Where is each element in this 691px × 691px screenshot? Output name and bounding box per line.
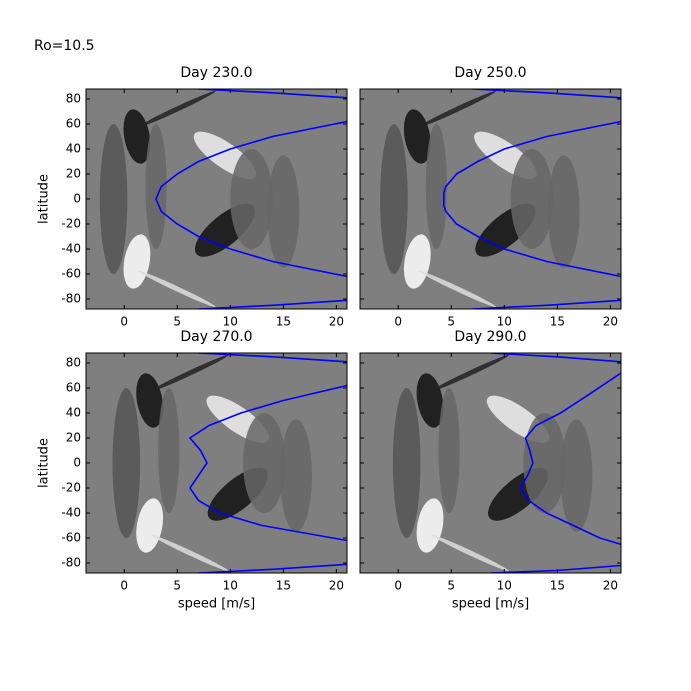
contour-blob: [99, 124, 128, 274]
x-axis-label: speed [m/s]: [452, 597, 529, 612]
contour-blob: [112, 388, 141, 538]
x-axis-label: speed [m/s]: [178, 597, 255, 612]
plot-area: [360, 353, 621, 573]
plot-area: [86, 353, 347, 573]
x-tick-label: 20: [329, 579, 344, 593]
contour-blob: [123, 234, 151, 289]
x-tick-label: 15: [550, 579, 565, 593]
x-tick-label: 15: [550, 315, 565, 329]
contour-blob: [438, 388, 460, 513]
x-tick-label: 0: [394, 579, 402, 593]
contour-blob: [547, 155, 580, 268]
x-tick-label: 5: [447, 579, 455, 593]
contour-blob: [151, 354, 229, 392]
y-tick-label: -60: [61, 267, 81, 281]
y-tick-label: 80: [66, 356, 81, 370]
contour-blob: [230, 149, 273, 249]
y-tick-label: 40: [66, 142, 81, 156]
contour-blob: [145, 124, 167, 249]
y-tick-label: -20: [61, 217, 81, 231]
contour-blob: [560, 419, 593, 532]
contour-blob: [425, 124, 448, 249]
y-tick-label: 40: [66, 406, 81, 420]
contour-blob: [419, 270, 497, 308]
x-tick-label: 5: [173, 579, 181, 593]
figure-title: Ro=10.5: [34, 38, 95, 54]
profile-line: [155, 89, 347, 309]
y-tick-label: -40: [61, 506, 81, 520]
contour-blob: [138, 270, 216, 308]
x-tick-label: 10: [223, 579, 238, 593]
x-tick-label: 15: [276, 579, 291, 593]
contour-blob: [419, 90, 497, 128]
x-tick-label: 0: [394, 315, 402, 329]
y-tick-label: 20: [66, 167, 81, 181]
x-tick-label: 5: [173, 315, 181, 329]
profile-line: [188, 353, 347, 573]
contour-blob: [523, 413, 566, 513]
contour-blob: [431, 354, 509, 392]
x-tick-label: 10: [497, 579, 512, 593]
contour-blob: [380, 124, 408, 274]
x-tick-label: 10: [223, 315, 238, 329]
contour-blob: [431, 534, 509, 572]
y-tick-label: 60: [66, 381, 81, 395]
panel-title: Day 230.0: [180, 65, 252, 81]
y-tick-label: 60: [66, 117, 81, 131]
contour-blob: [403, 234, 431, 289]
panel-title: Day 290.0: [454, 329, 526, 345]
x-tick-label: 20: [329, 315, 344, 329]
contour-blob: [136, 373, 164, 428]
x-tick-label: 5: [447, 315, 455, 329]
y-axis-label: latitude: [37, 438, 52, 488]
x-tick-label: 20: [603, 315, 618, 329]
contour-blob: [267, 155, 300, 268]
x-tick-label: 15: [276, 315, 291, 329]
contour-blob: [416, 373, 444, 428]
contour-blob: [416, 498, 444, 553]
contour-blob: [136, 498, 164, 553]
contour-blob: [158, 388, 180, 513]
y-axis-label: latitude: [37, 174, 52, 224]
y-tick-label: -80: [61, 292, 81, 306]
x-tick-label: 0: [120, 315, 128, 329]
y-tick-label: -60: [61, 531, 81, 545]
x-tick-label: 20: [603, 579, 618, 593]
y-tick-label: 80: [66, 92, 81, 106]
panel-title: Day 250.0: [454, 65, 526, 81]
contour-blob: [138, 90, 216, 128]
contour-blob: [510, 149, 554, 249]
plot-area: [86, 89, 347, 309]
contour-blob: [243, 413, 286, 513]
panel-title: Day 270.0: [180, 329, 252, 345]
contour-blob: [123, 109, 151, 164]
x-tick-label: 0: [120, 579, 128, 593]
y-tick-label: 20: [66, 431, 81, 445]
contour-blob: [392, 388, 421, 538]
plot-area: [360, 89, 621, 309]
x-tick-label: 10: [497, 315, 512, 329]
contour-blob: [151, 534, 229, 572]
y-tick-label: 0: [73, 192, 81, 206]
profile-line: [443, 89, 621, 309]
contour-blob: [280, 419, 312, 532]
contour-blob: [403, 109, 431, 164]
y-tick-label: 0: [73, 456, 81, 470]
y-tick-label: -20: [61, 481, 81, 495]
y-tick-label: -80: [61, 556, 81, 570]
y-tick-label: -40: [61, 242, 81, 256]
